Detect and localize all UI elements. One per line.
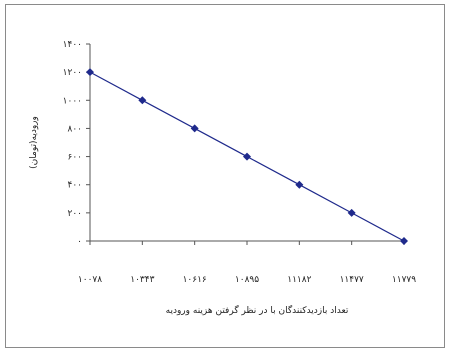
x-tick-labels: ۱۰۰۷۸ ۱۰۳۴۳ ۱۰۶۱۶ ۱۰۸۹۵ ۱۱۱۸۲ ۱۱۴۷۷ ۱۱۷۷۹ — [78, 275, 416, 285]
y-tick-label: ۱۰۰۰ — [63, 96, 82, 106]
y-tick-label: ۶۰۰ — [67, 153, 82, 163]
y-tick-label: ۱۲۰۰ — [63, 68, 82, 78]
x-axis-title: تعداد بازدیدکنندگان با در نظر گرفتن هزین… — [166, 304, 349, 316]
y-tick-label: ۰ — [77, 237, 82, 247]
x-tick-label: ۱۰۶۱۶ — [183, 275, 207, 285]
y-tick-label: ۱۴۰۰ — [63, 40, 82, 50]
y-tick-label: ۸۰۰ — [67, 124, 82, 134]
data-point — [243, 152, 251, 161]
data-point — [86, 68, 94, 77]
x-tick-label: ۱۱۷۷۹ — [392, 275, 416, 285]
y-tick-label: ۴۰۰ — [67, 181, 82, 191]
data-point — [295, 180, 304, 189]
data-point — [347, 208, 356, 217]
x-tick-label: ۱۰۸۹۵ — [235, 275, 259, 285]
chart-frame — [5, 4, 445, 348]
y-tick-label: ۲۰۰ — [67, 209, 82, 219]
x-tick-label: ۱۱۱۸۲ — [287, 275, 311, 285]
y-tick-labels: ۰ ۲۰۰ ۴۰۰ ۶۰۰ ۸۰۰ ۱۰۰۰ ۱۲۰۰ ۱۴۰۰ — [63, 40, 82, 247]
data-point — [190, 124, 199, 133]
x-tick-label: ۱۰۳۴۳ — [130, 275, 154, 285]
x-tick-label: ۱۱۴۷۷ — [340, 275, 364, 285]
series-group — [86, 68, 408, 245]
x-tick-label: ۱۰۰۷۸ — [78, 275, 102, 285]
data-point — [138, 96, 147, 105]
data-point — [400, 237, 408, 245]
y-axis-title: ورودیه(تومان) — [29, 116, 39, 169]
